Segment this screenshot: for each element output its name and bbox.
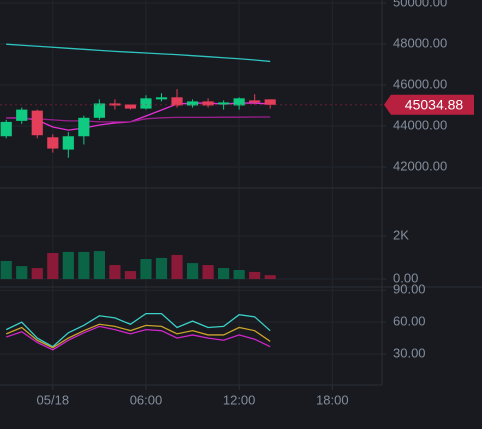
candle-body	[78, 117, 90, 137]
y-tick-label: 30.00	[393, 346, 426, 361]
candle-body	[0, 121, 12, 137]
y-tick-label: 60.00	[393, 314, 426, 329]
volume-bar	[218, 268, 230, 280]
candle-body	[31, 110, 43, 136]
indicator-line	[6, 116, 271, 123]
candle-body	[249, 100, 261, 103]
volume-bar	[140, 259, 152, 280]
x-tick-label: 12:00	[223, 392, 256, 407]
indicator-line	[5, 323, 271, 349]
candle-body	[47, 137, 59, 149]
candle-body	[124, 104, 137, 109]
volume-bar	[109, 265, 121, 280]
candle-body	[62, 136, 74, 150]
last-price-label: 45034.88	[405, 96, 464, 112]
x-tick-label: 05/18	[37, 392, 70, 407]
volume-bar	[249, 271, 261, 280]
candle-body	[186, 101, 199, 106]
volume-bar	[202, 265, 214, 280]
volume-bar	[78, 251, 90, 280]
indicator-line	[5, 312, 271, 348]
y-tick-label: 0.00	[393, 270, 418, 285]
volume-bar	[264, 275, 276, 280]
volume-bar	[171, 254, 183, 280]
indicator-line	[6, 325, 271, 351]
y-tick-label: 46000.00	[393, 76, 447, 91]
volume-bar	[47, 252, 59, 280]
volume-bar	[31, 268, 43, 280]
candle-body	[93, 103, 105, 118]
candle-body	[109, 103, 121, 106]
y-tick-label: 2K	[393, 227, 409, 242]
volume-bar	[124, 271, 137, 280]
last-price-box	[384, 94, 474, 115]
volume-bar	[93, 251, 105, 280]
volume-bar	[16, 266, 28, 280]
volume-bar	[0, 260, 12, 280]
y-tick-label: 42000.00	[393, 158, 447, 173]
indicator-line	[6, 43, 271, 63]
volume-bar	[186, 263, 199, 280]
candle-body	[264, 99, 276, 105]
volume-bar	[155, 257, 168, 280]
y-tick-label: 44000.00	[393, 117, 447, 132]
candle-body	[171, 97, 183, 106]
candle-body	[155, 97, 168, 100]
grid	[0, 0, 382, 385]
candle-body	[202, 101, 214, 106]
candle-body	[218, 102, 230, 105]
x-tick-label: 18:00	[316, 392, 349, 407]
candle-body	[16, 109, 28, 121]
y-tick-label: 48000.00	[393, 35, 447, 50]
candle-body	[233, 98, 245, 106]
y-tick-label: 90.00	[393, 282, 426, 297]
x-tick-label: 06:00	[130, 392, 163, 407]
volume-bar	[62, 251, 74, 280]
volume-bar	[233, 269, 245, 280]
y-tick-label: 50000.00	[393, 0, 447, 9]
candle-body	[140, 98, 152, 109]
